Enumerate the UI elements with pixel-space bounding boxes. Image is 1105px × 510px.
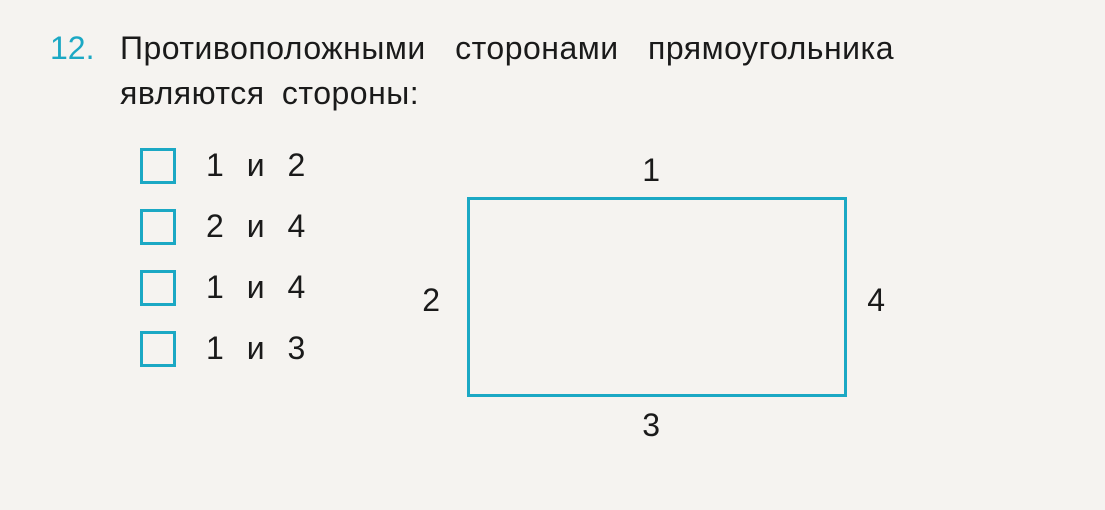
option-label-1: 1 и 2 [206,147,307,184]
option-label-3: 1 и 4 [206,269,307,306]
question-number: 12. [50,30,100,67]
side-label-right: 4 [867,282,885,319]
checkbox-option-1[interactable] [140,148,176,184]
side-label-bottom: 3 [642,407,660,444]
option-item: 1 и 3 [140,330,307,367]
options-list: 1 и 2 2 и 4 1 и 4 1 и 3 [140,147,307,367]
rectangle-shape [467,197,847,397]
option-item: 1 и 4 [140,269,307,306]
rectangle-diagram: 1 2 4 3 [407,147,907,467]
option-item: 1 и 2 [140,147,307,184]
checkbox-option-4[interactable] [140,331,176,367]
side-label-left: 2 [422,282,440,319]
option-item: 2 и 4 [140,208,307,245]
content-area: 1 и 2 2 и 4 1 и 4 1 и 3 1 2 4 3 [140,147,1055,467]
question-text-line1: Противоположными сторонами прямоугольник… [120,30,894,67]
side-label-top: 1 [642,152,660,189]
question-header: 12. Противоположными сторонами прямоугол… [50,30,1055,67]
checkbox-option-3[interactable] [140,270,176,306]
option-label-2: 2 и 4 [206,208,307,245]
option-label-4: 1 и 3 [206,330,307,367]
checkbox-option-2[interactable] [140,209,176,245]
question-text-line2: являются стороны: [120,75,1055,112]
